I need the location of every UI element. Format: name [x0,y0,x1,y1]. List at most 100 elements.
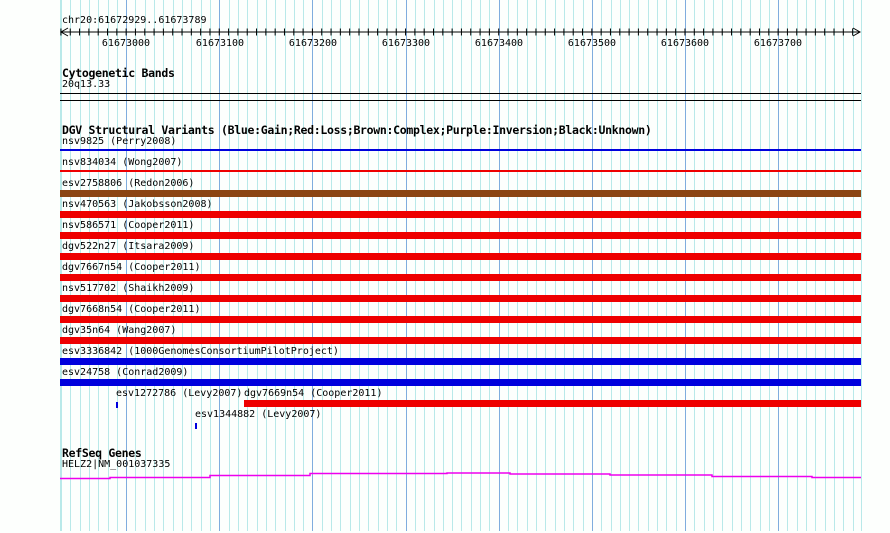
cytoband-label: 20q13.33 [62,79,111,90]
variant-label[interactable]: dgv7669n54 (Cooper2011) [244,388,383,399]
grid-line [312,0,314,531]
grid-line [321,0,323,531]
grid-line [219,0,221,531]
variant-label[interactable]: dgv7668n54 (Cooper2011) [62,304,201,315]
grid-line [331,0,332,531]
variant-bar-red[interactable] [60,211,861,218]
grid-line [386,0,388,531]
grid-line [237,0,239,531]
grid-line [740,0,742,531]
grid-line [107,0,109,531]
grid-line [759,0,761,531]
grid-line [480,0,482,531]
variant-bar-blue[interactable] [60,358,861,365]
grid-line [694,0,696,531]
grid-line [154,0,156,531]
grid-line [303,0,305,531]
grid-line [554,0,556,531]
variant-label[interactable]: dgv7667n54 (Cooper2011) [62,262,201,273]
grid-line [796,0,798,531]
grid-line [461,0,463,531]
variant-label[interactable]: dgv522n27 (Itsara2009) [62,241,195,252]
grid-line [228,0,230,531]
cytogenetic-header: Cytogenetic Bands [62,66,175,80]
grid-line [787,0,789,531]
grid-line [163,0,165,531]
grid-line [601,0,603,531]
variant-bar-red[interactable] [60,316,861,323]
variant-label[interactable]: esv24758 (Conrad2009) [62,367,189,378]
grid-line [508,0,509,531]
region-title: chr20:61672929..61673789 [62,15,207,26]
grid-line [619,0,621,531]
ruler-tick-label: 61673300 [381,38,431,49]
variant-bar-red[interactable] [60,337,861,344]
grid-line [629,0,631,531]
grid-line [442,0,444,531]
grid-line [433,0,435,531]
grid-line [275,0,277,531]
variant-tick-blue[interactable] [116,402,118,408]
grid-line [545,0,547,531]
variant-bar-blue[interactable] [60,379,861,386]
grid-line [768,0,770,531]
grid-line [750,0,752,531]
grid-line [526,0,528,531]
variant-bar-brown[interactable] [60,190,861,197]
variant-line-red[interactable] [60,170,861,172]
grid-line [815,0,817,531]
ruler-tick-label: 61673200 [288,38,338,49]
grid-line [824,0,826,531]
grid-line [657,0,658,531]
cytoband-bar[interactable] [60,93,861,101]
grid-line [610,0,612,531]
grid-line [135,0,137,531]
gene-label[interactable]: HELZ2|NM_001037335 [62,459,171,470]
grid-line [368,0,370,531]
variant-bar-red[interactable] [60,295,861,302]
grid-line [284,0,286,531]
grid-line [116,0,118,531]
grid-line [359,0,360,531]
ruler-left-arrow-icon [59,27,69,37]
variant-label[interactable]: dgv35n64 (Wang2007) [62,325,177,336]
grid-line [200,0,202,531]
grid-line [675,0,677,531]
grid-line [852,0,854,531]
grid-line [638,0,640,531]
ruler-tick-label: 61673700 [753,38,803,49]
grid-line [172,0,174,531]
variant-bar-red[interactable] [60,232,861,239]
refseq-header: RefSeq Genes [62,446,142,460]
grid-line [535,0,537,531]
variant-label[interactable]: nsv9825 (Perry2008) [62,136,177,147]
variant-tick-blue[interactable] [195,423,197,429]
variant-bar-red[interactable] [244,400,861,407]
variant-line-blue[interactable] [60,149,861,151]
grid-line [79,0,81,531]
grid-line [349,0,351,531]
variant-label[interactable]: nsv470563 (Jakobsson2008) [62,199,213,210]
variant-bar-red[interactable] [60,274,861,281]
variant-bar-red[interactable] [60,253,861,260]
grid-line [60,0,62,531]
variant-label[interactable]: esv1272786 (Levy2007) [116,388,243,399]
variant-label[interactable]: esv2758806 (Redon2006) [62,178,195,189]
variant-label[interactable]: esv3336842 (1000GenomesConsortiumPilotPr… [62,346,339,357]
grid-line [563,0,565,531]
ruler-tick-label: 61673500 [567,38,617,49]
grid-line [591,0,593,531]
grid-line [712,0,714,531]
grid-line [470,0,472,531]
grid-line [265,0,267,531]
grid-line [210,0,211,531]
variant-label[interactable]: nsv834034 (Wong2007) [62,157,183,168]
variant-label[interactable]: nsv517702 (Shaikh2009) [62,283,195,294]
grid-line [126,0,128,531]
variant-label[interactable]: esv1344882 (Levy2007) [195,409,322,420]
grid-line [861,0,862,531]
variant-label[interactable]: nsv586571 (Cooper2011) [62,220,195,231]
ruler-tick-label: 61673100 [195,38,245,49]
grid-line [60,0,61,531]
